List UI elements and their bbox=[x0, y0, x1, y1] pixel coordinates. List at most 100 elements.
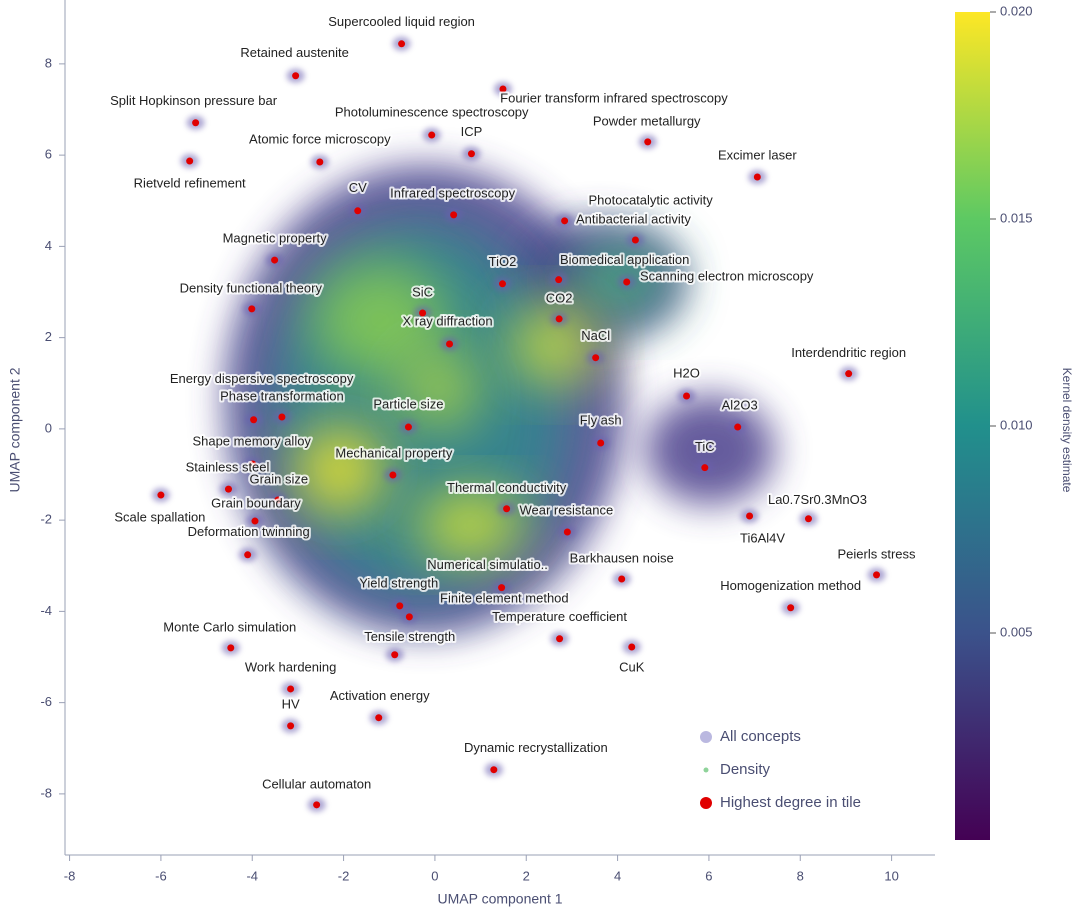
point-label: Tensile strength bbox=[364, 629, 455, 644]
highlight-point bbox=[555, 276, 563, 284]
x-tick-label: -4 bbox=[246, 868, 258, 883]
point-label: Photocatalytic activity bbox=[588, 192, 713, 207]
highlight-point bbox=[503, 505, 511, 513]
highlight-point bbox=[249, 460, 257, 468]
point-label: TiC bbox=[695, 439, 715, 454]
highlight-point bbox=[227, 644, 235, 652]
point-label: H2O bbox=[673, 365, 700, 380]
highlight-point bbox=[845, 370, 853, 378]
x-tick-label: -2 bbox=[338, 868, 350, 883]
point-label: Mechanical property bbox=[335, 445, 453, 460]
x-axis-title: UMAP component 1 bbox=[437, 891, 562, 907]
point-label: Excimer laser bbox=[718, 147, 797, 162]
colorbar-title: Kernel density estimate bbox=[1060, 368, 1074, 493]
highlight-point bbox=[490, 766, 498, 774]
colorbar bbox=[955, 12, 990, 840]
point-label: NaCl bbox=[581, 328, 610, 343]
highlight-point bbox=[278, 413, 286, 421]
highlight-point bbox=[556, 635, 564, 643]
x-tick-label: 0 bbox=[431, 868, 438, 883]
point-label: TiO2 bbox=[489, 254, 517, 269]
y-tick-label: -6 bbox=[40, 694, 52, 709]
point-label: Scanning electron microscopy bbox=[640, 268, 814, 283]
highlight-point bbox=[873, 571, 881, 579]
highlight-point bbox=[250, 416, 258, 424]
highlight-point bbox=[375, 714, 383, 722]
x-tick-label: 2 bbox=[523, 868, 530, 883]
point-label: Thermal conductivity bbox=[447, 480, 567, 495]
point-label: Energy dispersive spectroscopy bbox=[170, 371, 354, 386]
highlight-point bbox=[274, 496, 282, 504]
legend-marker bbox=[703, 767, 709, 773]
highlight-point bbox=[592, 354, 600, 362]
colorbar-tick-label: 0.015 bbox=[1000, 210, 1033, 225]
x-tick-label: 10 bbox=[884, 868, 898, 883]
point-label: Retained austenite bbox=[240, 45, 348, 60]
point-label: Rietveld refinement bbox=[134, 175, 246, 190]
highlight-point bbox=[561, 217, 569, 225]
colorbar-tick-label: 0.005 bbox=[1000, 624, 1033, 639]
point-label: Powder metallurgy bbox=[593, 113, 701, 128]
y-axis-title: UMAP component 2 bbox=[7, 367, 23, 492]
point-label: Particle size bbox=[373, 396, 443, 411]
x-tick-label: 6 bbox=[705, 868, 712, 883]
point-label: CO2 bbox=[546, 290, 573, 305]
point-label: Cellular automaton bbox=[262, 776, 371, 791]
point-label: Interdendritic region bbox=[791, 345, 906, 360]
highlight-point bbox=[157, 491, 165, 499]
highlight-point bbox=[787, 604, 795, 612]
legend-label: Highest degree in tile bbox=[720, 794, 861, 811]
highlight-point bbox=[555, 315, 563, 323]
point-label: Temperature coefficient bbox=[492, 609, 627, 624]
highlight-point bbox=[404, 423, 412, 431]
point-label: Stainless steel bbox=[186, 460, 270, 475]
highlight-point bbox=[292, 72, 300, 80]
highlight-point bbox=[467, 150, 475, 158]
point-label: Phase transformation bbox=[220, 388, 344, 403]
point-label: Ti6Al4V bbox=[740, 530, 785, 545]
point-label: Finite element method bbox=[440, 590, 569, 605]
point-label: Barkhausen noise bbox=[570, 550, 674, 565]
colorbar-tick-label: 0.010 bbox=[1000, 417, 1033, 432]
highlight-point bbox=[734, 423, 742, 431]
point-label: SiC bbox=[412, 284, 433, 299]
y-tick-label: -2 bbox=[40, 512, 52, 527]
y-tick-label: 6 bbox=[45, 147, 52, 162]
legend-label: All concepts bbox=[720, 728, 801, 745]
legend-marker bbox=[700, 797, 712, 809]
legend-marker bbox=[700, 731, 712, 743]
point-label: Al2O3 bbox=[722, 397, 758, 412]
y-tick-label: -4 bbox=[40, 603, 52, 618]
highlight-point bbox=[391, 651, 399, 659]
highlight-point bbox=[628, 643, 636, 651]
highlight-point bbox=[428, 131, 436, 139]
highlight-point bbox=[354, 207, 362, 215]
highlight-point bbox=[631, 236, 639, 244]
highlight-point bbox=[186, 157, 194, 165]
highlight-point bbox=[313, 801, 321, 809]
point-label: Fly ash bbox=[580, 412, 622, 427]
y-tick-label: -8 bbox=[40, 785, 52, 800]
highlight-point bbox=[499, 85, 507, 93]
point-label: Infrared spectroscopy bbox=[390, 185, 516, 200]
point-label: Homogenization method bbox=[720, 578, 861, 593]
point-label: Yield strength bbox=[359, 575, 438, 590]
highlight-point bbox=[316, 158, 324, 166]
point-label: Grain boundary bbox=[211, 495, 301, 510]
x-tick-label: 4 bbox=[614, 868, 621, 883]
point-label: Atomic force microscopy bbox=[249, 131, 391, 146]
density-cloud bbox=[225, 165, 775, 635]
highlight-point bbox=[419, 309, 427, 317]
point-label: Density functional theory bbox=[180, 280, 323, 295]
highlight-point bbox=[701, 464, 709, 472]
highlight-point bbox=[683, 392, 691, 400]
highlight-point bbox=[287, 722, 295, 730]
highlight-point bbox=[224, 485, 232, 493]
highlight-point bbox=[450, 211, 458, 219]
point-label: Photoluminescence spectroscopy bbox=[335, 104, 529, 119]
legend-label: Density bbox=[720, 761, 771, 778]
highlight-point bbox=[597, 439, 605, 447]
point-label: Magnetic property bbox=[223, 231, 328, 246]
y-tick-label: 8 bbox=[45, 55, 52, 70]
